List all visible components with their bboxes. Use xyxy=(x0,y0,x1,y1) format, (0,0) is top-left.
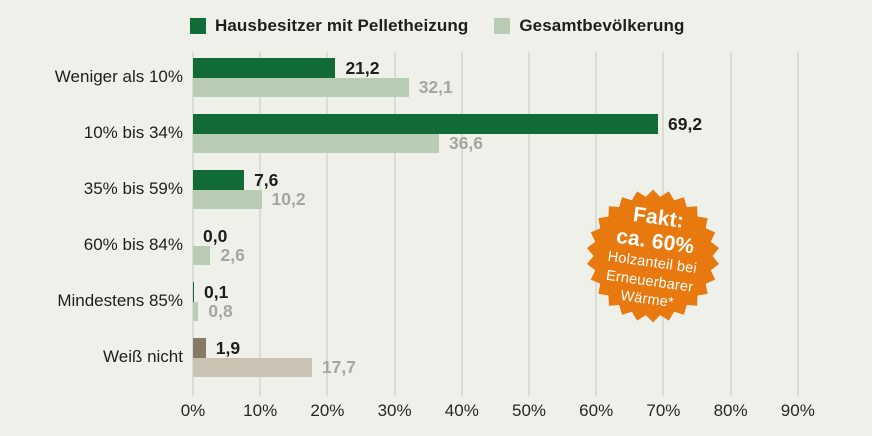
x-axis-tick-label: 80% xyxy=(713,401,748,420)
bar-series2 xyxy=(193,302,199,321)
value-label-series1: 0,0 xyxy=(203,225,228,246)
gridline xyxy=(595,52,598,396)
category-label: 10% bis 34% xyxy=(83,123,183,142)
value-label-series1: 0,1 xyxy=(204,281,229,302)
bar-series2 xyxy=(193,358,312,377)
gridline xyxy=(326,52,329,396)
bar-series1 xyxy=(193,170,245,190)
value-label-series2: 2,6 xyxy=(220,245,245,265)
value-label-series2: 36,6 xyxy=(448,133,483,153)
value-label-series2: 10,2 xyxy=(271,189,306,209)
gridline xyxy=(528,52,530,396)
bar-series1 xyxy=(193,58,336,78)
fact-badge-text: Fakt: ca. 60% Holzanteil bei Erneuerbare… xyxy=(585,198,720,317)
x-axis-tick-label: 20% xyxy=(310,401,345,420)
value-label-series2: 0,8 xyxy=(208,301,233,321)
bar-series2 xyxy=(193,190,262,209)
value-label-series1: 21,2 xyxy=(345,57,380,78)
series1-swatch-icon xyxy=(190,18,206,34)
category-label: Weiß nicht xyxy=(103,347,183,366)
x-axis-tick-label: 40% xyxy=(444,401,479,420)
gridline xyxy=(192,52,194,396)
x-axis-tick-label: 70% xyxy=(646,401,681,420)
fact-badge: Fakt: ca. 60% Holzanteil bei Erneuerbare… xyxy=(586,189,720,323)
legend: Hausbesitzer mit Pelletheizung Gesamtbev… xyxy=(190,16,685,36)
legend-label-series2: Gesamtbevölkerung xyxy=(519,16,685,35)
bar-series1 xyxy=(193,282,194,302)
category-label: 35% bis 59% xyxy=(83,179,183,198)
bar-series2 xyxy=(193,78,409,97)
value-label-series2: 32,1 xyxy=(418,77,453,97)
bar-series2 xyxy=(193,134,439,153)
gridline xyxy=(259,52,262,396)
gridline xyxy=(460,52,463,396)
gridline xyxy=(796,52,799,396)
value-label-series1: 7,6 xyxy=(254,169,279,190)
bar-series2 xyxy=(193,246,211,265)
category-label: 60% bis 84% xyxy=(83,235,183,254)
series2-swatch-icon xyxy=(494,18,511,34)
x-axis-tick-label: 30% xyxy=(377,401,412,420)
bar-series1 xyxy=(193,338,206,358)
category-label: Weniger als 10% xyxy=(54,67,183,86)
gridline xyxy=(729,52,732,396)
legend-item-series2: Gesamtbevölkerung xyxy=(494,16,684,36)
bar-series1 xyxy=(193,114,659,134)
gridline xyxy=(393,52,396,396)
x-axis-tick-label: 90% xyxy=(780,401,815,420)
value-label-series2: 17,7 xyxy=(321,357,356,377)
category-label: Mindestens 85% xyxy=(57,291,183,310)
x-axis-tick-label: 10% xyxy=(243,401,278,420)
legend-item-series1: Hausbesitzer mit Pelletheizung xyxy=(190,16,468,36)
value-label-series1: 69,2 xyxy=(668,113,703,134)
value-label-series1: 1,9 xyxy=(215,337,241,358)
legend-label-series1: Hausbesitzer mit Pelletheizung xyxy=(215,16,469,35)
starburst-icon xyxy=(587,189,719,323)
x-axis-tick-label: 0% xyxy=(180,401,206,420)
x-axis-tick-label: 60% xyxy=(579,401,614,420)
x-axis-tick-label: 50% xyxy=(511,401,547,420)
